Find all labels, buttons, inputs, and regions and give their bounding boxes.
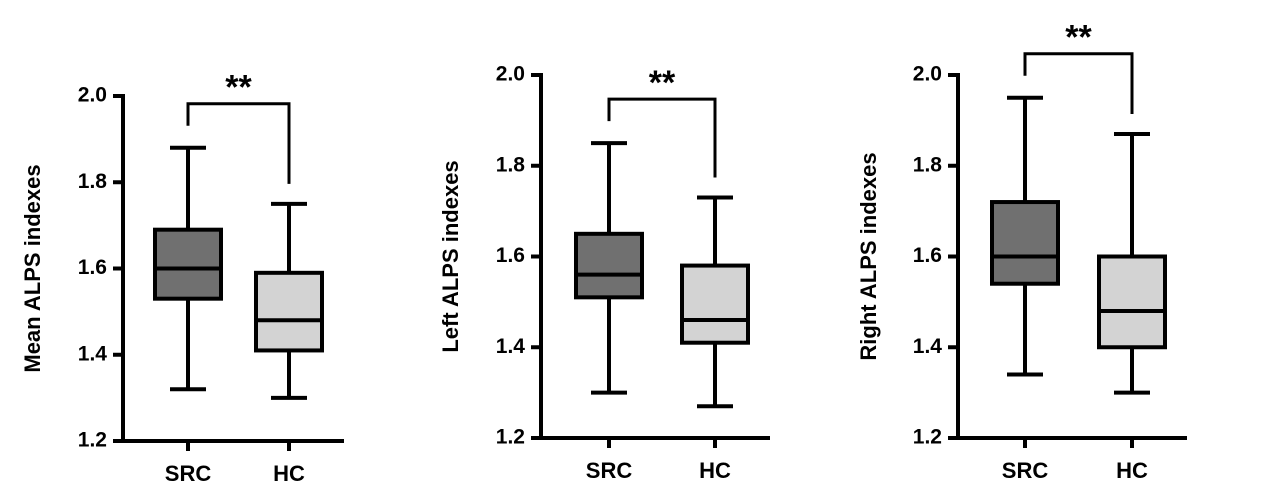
box [574,231,644,300]
x-tick-label: HC [1116,458,1148,483]
x-tick-label: SRC [165,461,212,486]
y-tick-label: 1.2 [913,426,942,449]
y-tick-label: 2.0 [496,63,525,86]
y-tick-label: 1.8 [496,153,526,176]
box [254,270,324,353]
y-axis-label: Left ALPS indexes [438,160,463,352]
y-axis-label: Right ALPS indexes [856,152,881,360]
significance-bracket [607,97,717,178]
significance-label: ** [225,69,252,107]
significance-label: ** [1065,19,1092,57]
box [680,263,750,345]
box [153,227,223,301]
y-tick-label: 2.0 [78,84,107,107]
significance-bracket [186,102,291,184]
x-tick-label: SRC [586,458,633,483]
y-axis-label: Mean ALPS indexes [20,164,45,372]
y-tick-label: 2.0 [913,63,942,86]
box [990,200,1060,286]
y-tick-label: 1.8 [913,153,943,176]
significance-bracket [1023,52,1134,114]
y-tick-label: 1.2 [496,426,525,449]
y-tick-label: 1.4 [496,335,526,358]
y-tick-label: 1.6 [913,244,942,267]
y-tick-label: 1.4 [913,335,943,358]
significance-label: ** [649,64,676,102]
x-tick-label: HC [273,461,305,486]
y-tick-label: 1.8 [78,170,108,193]
y-tick-label: 1.2 [78,429,107,452]
y-tick-label: 1.6 [496,244,525,267]
x-tick-label: SRC [1002,458,1049,483]
x-tick-label: HC [699,458,731,483]
y-tick-label: 1.4 [78,342,108,365]
y-tick-label: 1.6 [78,256,107,279]
box [1097,254,1167,350]
